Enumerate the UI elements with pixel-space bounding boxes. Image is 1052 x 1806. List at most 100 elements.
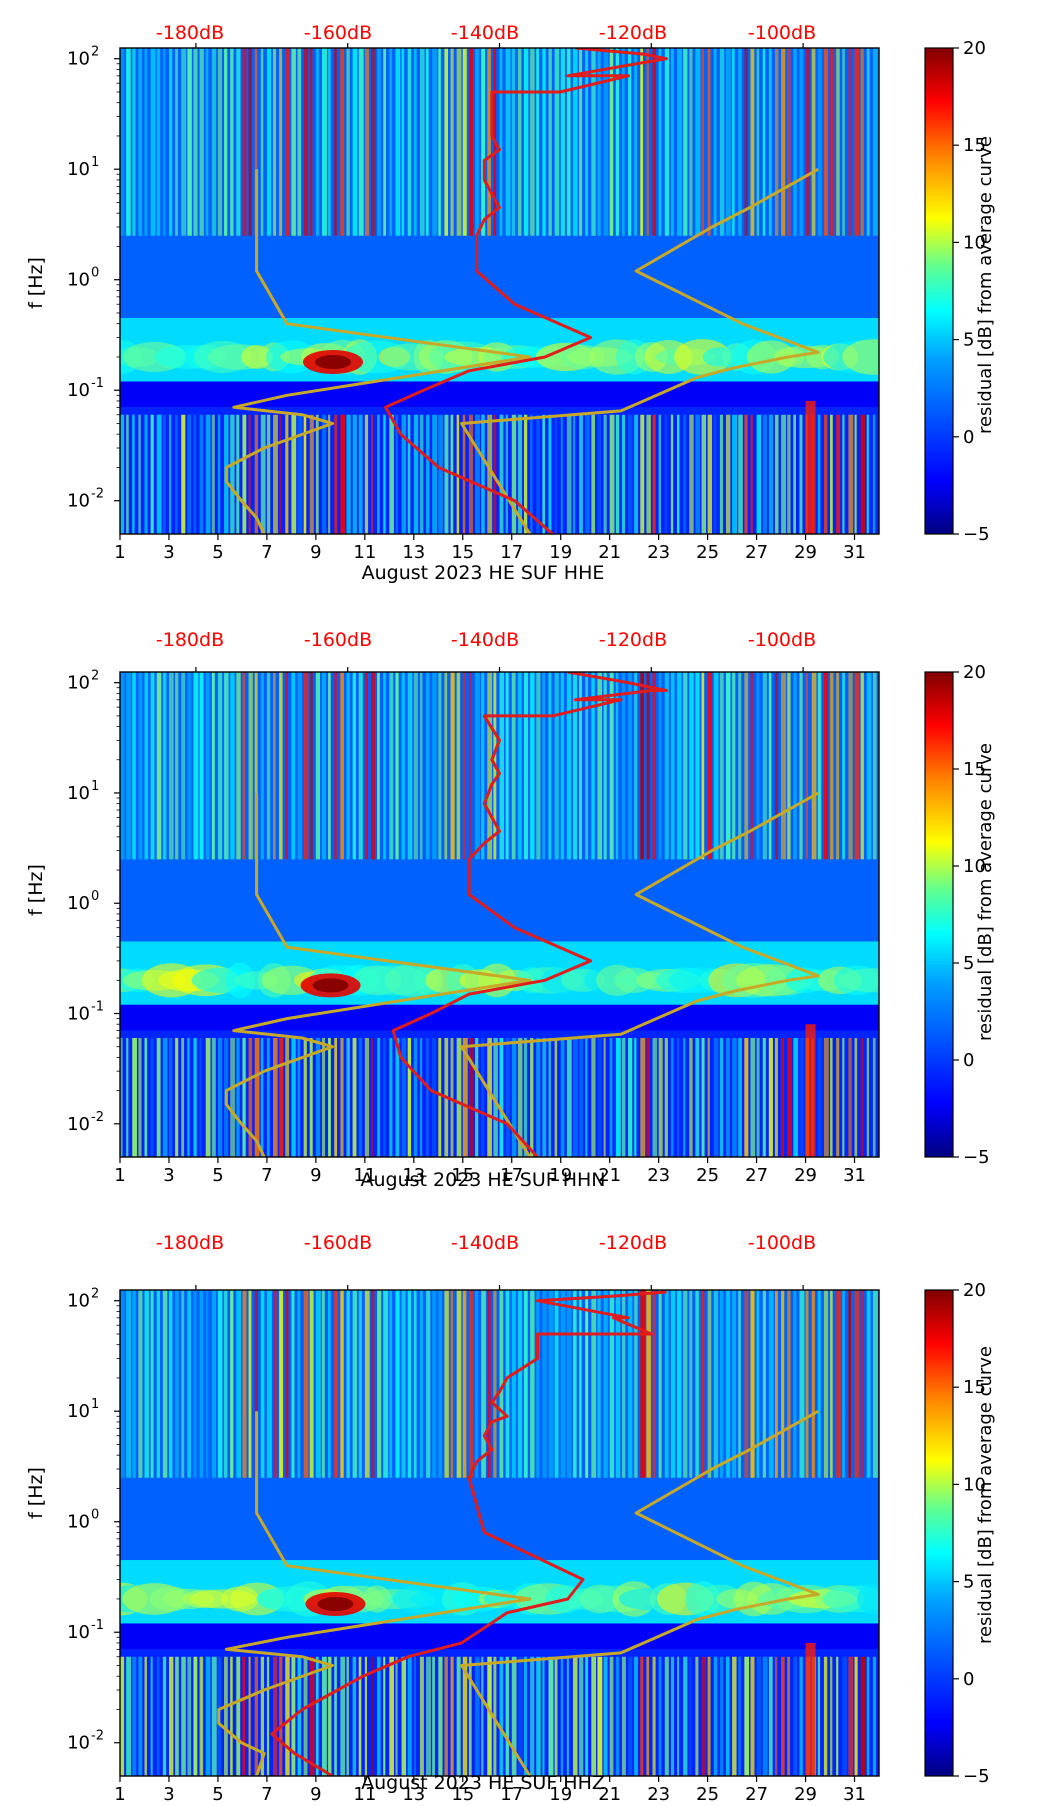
noise-streak [450,672,455,860]
x-tick-label: 21 [598,1165,621,1186]
long-period-streak [236,1037,240,1157]
long-period-streak [260,414,266,534]
noise-streak [266,672,271,860]
noise-streak [370,672,376,860]
noise-streak [719,1290,724,1478]
long-period-streak [560,1037,565,1157]
top-db-tick-label: -100dB [748,1232,816,1254]
noise-streak [750,1290,755,1478]
y-axis-label: f [Hz] [25,1467,47,1519]
long-period-streak [652,1037,658,1157]
y-tick-label: 10 [67,1622,90,1643]
noise-streak [566,672,572,860]
long-period-streak [707,414,713,534]
y-tick-label: 10 [67,893,90,914]
long-period-streak [787,1656,791,1776]
long-period-streak [340,414,346,534]
long-period-streak [248,414,251,534]
noise-streak [444,672,448,860]
noise-streak [744,48,748,236]
long-period-streak [750,414,753,534]
long-period-streak [444,414,449,534]
noise-streak [634,672,638,860]
noise-streak [621,672,626,860]
noise-streak [554,1290,559,1478]
noise-streak [144,48,148,236]
noise-streak [248,48,252,236]
noise-streak [224,48,228,236]
x-tick-label: 5 [212,1165,223,1186]
noise-streak [768,48,772,236]
noise-streak [481,672,485,860]
noise-streak [168,1290,173,1478]
long-period-streak [689,1656,692,1776]
long-period-streak [303,414,307,534]
x-tick-label: 13 [402,542,425,563]
noise-streak [774,1290,778,1478]
noise-streak [615,48,619,236]
noise-streak [132,1290,136,1478]
long-period-streak [732,414,738,534]
long-period-streak [156,1656,160,1776]
long-period-streak [181,414,186,534]
noise-streak [370,48,376,236]
noise-streak [303,672,309,860]
long-period-streak [193,1656,198,1776]
long-period-streak [793,1037,799,1157]
x-tick-label: 21 [598,1784,621,1805]
noise-streak [823,1290,829,1478]
noise-streak [162,48,166,236]
noise-streak [493,1290,497,1478]
noise-streak [548,48,552,236]
noise-streak [156,48,161,236]
long-period-streak [658,1037,663,1157]
long-period-streak [585,414,590,534]
noise-streak [548,672,552,860]
long-period-streak [677,414,680,534]
x-tick-label: 7 [261,1165,272,1186]
noise-streak [725,1290,731,1478]
top-db-tick-label: -180dB [156,22,224,44]
noise-streak [162,1290,168,1478]
noise-streak [652,1290,657,1478]
y-tick-label: 10 [67,673,90,694]
long-period-streak [144,1037,148,1157]
long-period-streak [321,1037,326,1157]
noise-streak [640,672,645,860]
noise-streak [217,48,223,236]
noise-streak [132,672,136,860]
noise-streak [572,672,578,860]
long-period-streak [211,1037,216,1157]
long-period-streak [738,1656,741,1776]
colorbar-tick-label: 10 [963,232,986,253]
noise-streak [591,672,595,860]
noise-streak [670,1290,676,1478]
noise-streak [701,672,705,860]
noise-streak [468,1290,474,1478]
noise-streak [744,672,749,860]
long-period-streak [358,1037,362,1157]
long-period-streak [199,1037,202,1157]
noise-streak [517,672,522,860]
noise-streak [505,1290,510,1478]
noise-streak [621,1290,626,1478]
long-period-streak [554,1037,558,1157]
long-period-streak [273,414,278,534]
noise-streak [315,1290,321,1478]
noise-streak [756,48,760,236]
noise-streak [358,48,364,236]
y-tick-exponent: -1 [91,1000,104,1015]
noise-streak [572,48,578,236]
long-period-streak [475,1037,479,1157]
noise-streak [517,1290,523,1478]
long-period-streak [444,1656,448,1776]
noise-streak [823,672,829,860]
noise-streak [389,672,394,860]
long-period-streak [872,1037,876,1157]
long-period-streak [830,1656,833,1776]
noise-streak [707,48,711,236]
noise-streak [199,48,204,236]
x-tick-label: 17 [500,542,523,563]
noise-streak [297,1290,301,1478]
